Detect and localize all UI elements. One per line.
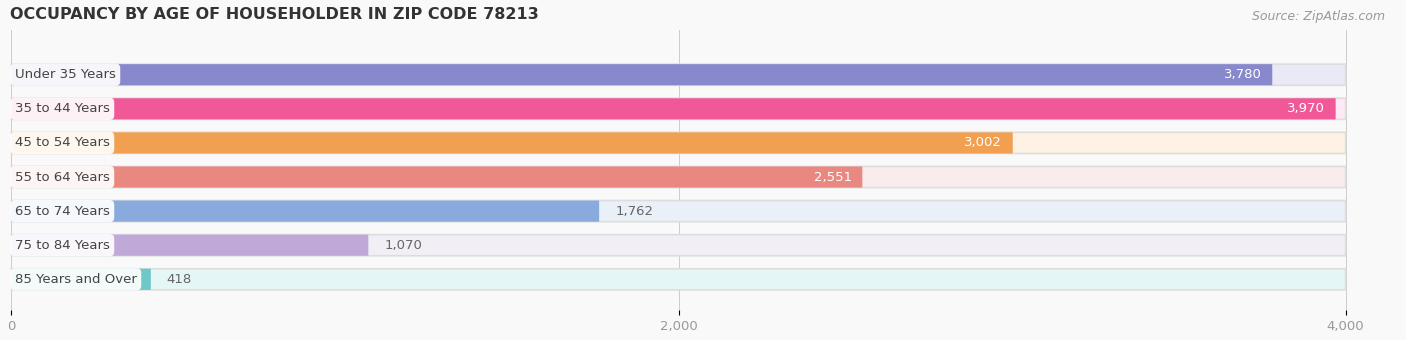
- Text: 55 to 64 Years: 55 to 64 Years: [14, 171, 110, 184]
- Text: 1,762: 1,762: [616, 205, 654, 218]
- FancyBboxPatch shape: [11, 132, 1012, 153]
- Text: 418: 418: [167, 273, 193, 286]
- FancyBboxPatch shape: [11, 201, 1346, 222]
- Text: OCCUPANCY BY AGE OF HOUSEHOLDER IN ZIP CODE 78213: OCCUPANCY BY AGE OF HOUSEHOLDER IN ZIP C…: [10, 7, 538, 22]
- Text: 3,780: 3,780: [1223, 68, 1261, 81]
- Text: Source: ZipAtlas.com: Source: ZipAtlas.com: [1251, 10, 1385, 23]
- FancyBboxPatch shape: [11, 235, 1346, 256]
- Text: 1,070: 1,070: [384, 239, 422, 252]
- FancyBboxPatch shape: [11, 201, 599, 222]
- FancyBboxPatch shape: [11, 235, 368, 256]
- Text: 75 to 84 Years: 75 to 84 Years: [14, 239, 110, 252]
- Text: 85 Years and Over: 85 Years and Over: [14, 273, 136, 286]
- FancyBboxPatch shape: [11, 167, 1346, 188]
- FancyBboxPatch shape: [11, 64, 1272, 85]
- FancyBboxPatch shape: [11, 64, 1346, 85]
- Text: 65 to 74 Years: 65 to 74 Years: [14, 205, 110, 218]
- Text: 3,002: 3,002: [965, 136, 1002, 149]
- FancyBboxPatch shape: [11, 269, 1346, 290]
- Text: 2,551: 2,551: [814, 171, 852, 184]
- FancyBboxPatch shape: [11, 132, 1346, 153]
- FancyBboxPatch shape: [11, 98, 1346, 119]
- Text: 35 to 44 Years: 35 to 44 Years: [14, 102, 110, 115]
- Text: 3,970: 3,970: [1286, 102, 1324, 115]
- FancyBboxPatch shape: [11, 98, 1336, 119]
- Text: Under 35 Years: Under 35 Years: [14, 68, 115, 81]
- FancyBboxPatch shape: [11, 167, 862, 188]
- Text: 45 to 54 Years: 45 to 54 Years: [14, 136, 110, 149]
- FancyBboxPatch shape: [11, 269, 150, 290]
